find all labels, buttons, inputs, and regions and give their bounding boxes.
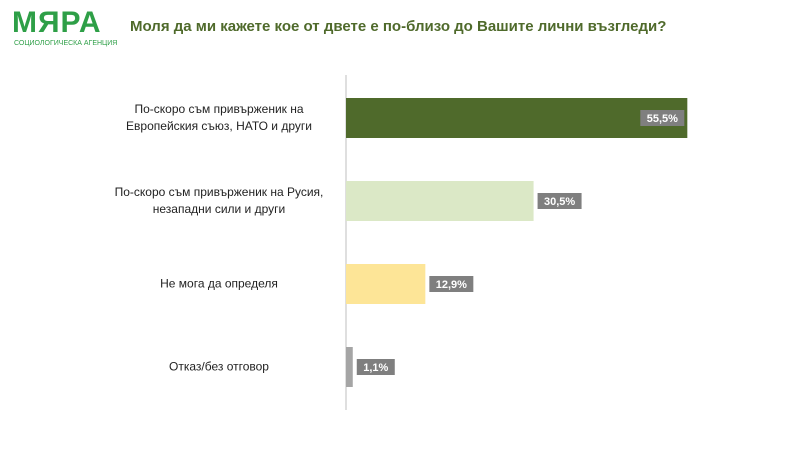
value-label: 1,1% <box>363 362 388 374</box>
logo-name: МЯРА <box>12 6 102 39</box>
bar <box>346 181 534 221</box>
value-label: 12,9% <box>436 279 467 291</box>
value-label: 55,5% <box>647 113 678 125</box>
bar <box>346 264 426 304</box>
category-label: Отказ/без отговор <box>169 359 269 374</box>
value-label-box <box>640 110 685 126</box>
category-label: По-скоро съм привърженик на Европейския … <box>126 102 312 133</box>
value-label-box <box>537 193 582 209</box>
category-label: Не мога да определя <box>160 276 278 291</box>
value-label-box <box>429 276 474 292</box>
bar <box>346 98 688 138</box>
category-label: По-скоро съм привърженик на Русия, незап… <box>114 185 324 216</box>
chart-title: Моля да ми кажете кое от двете е по-близ… <box>130 18 667 35</box>
value-label-box <box>356 359 395 375</box>
value-label: 30,5% <box>544 196 575 208</box>
logo-tagline: СОЦИОЛОГИЧЕСКА АГЕНЦИЯ <box>14 40 118 47</box>
bar <box>346 347 353 387</box>
